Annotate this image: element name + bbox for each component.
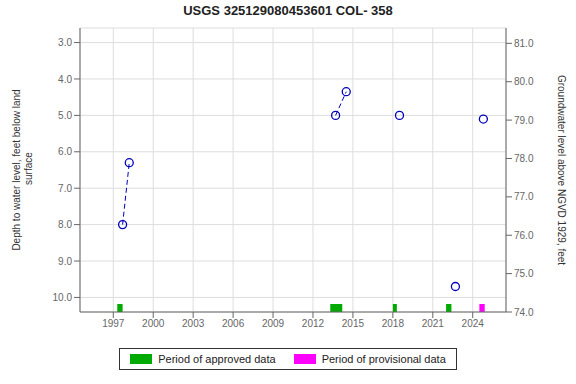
svg-text:2024: 2024: [462, 318, 485, 329]
svg-text:74.0: 74.0: [514, 307, 534, 318]
svg-text:77.0: 77.0: [514, 191, 534, 202]
html-text:Period of provisional data: Period of provisional data: [321, 353, 446, 365]
html-text:USGS 325129080453601 COL- 358: USGS 325129080453601 COL- 358: [183, 3, 393, 18]
svg-text:Depth to water level, feet bel: Depth to water level, feet below land su…: [11, 89, 34, 250]
svg-text:2015: 2015: [342, 318, 365, 329]
svg-text:2021: 2021: [422, 318, 445, 329]
svg-text:79.0: 79.0: [514, 115, 534, 126]
svg-text:81.0: 81.0: [514, 38, 534, 49]
svg-text:2006: 2006: [222, 318, 245, 329]
svg-text:7.0: 7.0: [58, 183, 72, 194]
svg-text:3.0: 3.0: [58, 37, 72, 48]
svg-text:75.0: 75.0: [514, 268, 534, 279]
html-text:Period of approved data: Period of approved data: [158, 353, 276, 365]
svg-text:2012: 2012: [302, 318, 325, 329]
svg-text:2009: 2009: [262, 318, 285, 329]
svg-text:4.0: 4.0: [58, 74, 72, 85]
svg-text:2000: 2000: [142, 318, 165, 329]
svg-text:2003: 2003: [182, 318, 205, 329]
svg-text:1997: 1997: [102, 318, 125, 329]
svg-text:8.0: 8.0: [58, 219, 72, 230]
svg-text:80.0: 80.0: [514, 76, 534, 87]
svg-text:78.0: 78.0: [514, 153, 534, 164]
svg-text:76.0: 76.0: [514, 230, 534, 241]
svg-text:9.0: 9.0: [58, 256, 72, 267]
svg-text:2018: 2018: [382, 318, 405, 329]
svg-text:10.0: 10.0: [53, 292, 73, 303]
svg-text:5.0: 5.0: [58, 110, 72, 121]
svg-text:6.0: 6.0: [58, 146, 72, 157]
svg-text:Groundwater level above NGVD 1: Groundwater level above NGVD 1929, feet: [556, 75, 567, 265]
